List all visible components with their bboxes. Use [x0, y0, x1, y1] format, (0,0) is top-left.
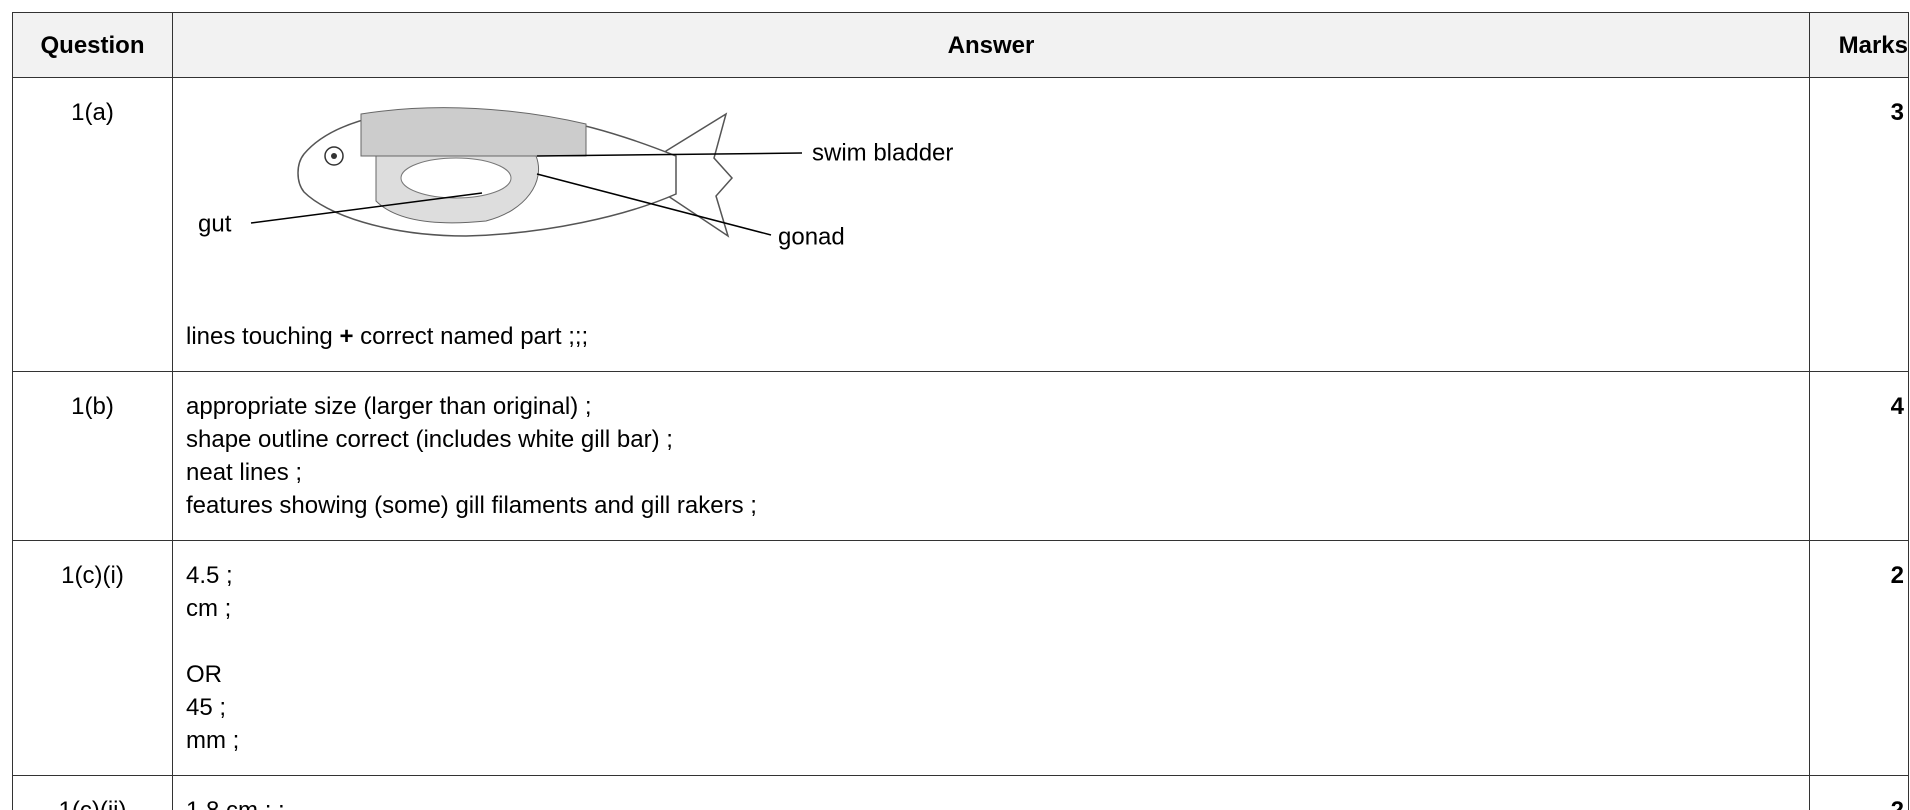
fish-diagram: swim bladder gut gonad: [198, 107, 953, 250]
answer-text: lines touching: [186, 323, 340, 350]
header-cell: Question: [12, 12, 173, 78]
answer-line: 45 ;: [186, 694, 227, 721]
label-line: [536, 173, 772, 236]
question-cell: 1(a): [12, 77, 173, 372]
marks-cell: 2: [1809, 775, 1909, 810]
answer-paragraph: 1.8 cm ; ;: [186, 794, 1796, 810]
answer-line: features showing (some) gill filaments a…: [186, 492, 757, 519]
diagram: swim bladder gut gonad: [186, 96, 1796, 320]
answer-paragraph: OR 45 ; mm ;: [186, 658, 1796, 757]
answer-line: 4.5 ;: [186, 562, 233, 589]
question-cell: 1(b): [12, 371, 173, 541]
header-cell: Answer: [172, 12, 1810, 78]
answer-line: mm ;: [186, 727, 240, 754]
answer-cell: swim bladder gut gonad lines touching + cor…: [172, 77, 1810, 372]
answer-text: correct named part ;;;: [353, 323, 589, 350]
table-row: 1(a) swim bladder gut gonad lines touching +…: [12, 77, 1909, 372]
answer-line: OR: [186, 661, 222, 688]
diagram-label: gonad: [778, 223, 845, 250]
fish-pupil: [331, 153, 337, 159]
question-cell: 1(c)(i): [12, 540, 173, 776]
answer-cell: 4.5 ; cm ; OR 45 ; mm ;: [172, 540, 1810, 776]
label-line: [250, 192, 483, 224]
swim-bladder-shape: [400, 157, 512, 199]
answer-paragraph: lines touching + correct named part ;;;: [186, 320, 1796, 353]
marks-cell: 3: [1809, 77, 1909, 372]
answer-line: neat lines ;: [186, 459, 303, 486]
mark-scheme-table: Question Answer Marks 1(a) swim bladder gu…: [12, 12, 1909, 810]
answer-line: appropriate size (larger than original) …: [186, 393, 592, 420]
answer-line: 1.8 cm ; ;: [186, 794, 1796, 810]
fish-tail: [665, 112, 734, 238]
answer-line: shape outline correct (includes white gi…: [186, 426, 673, 453]
table-body: 1(a) swim bladder gut gonad lines touching +…: [12, 77, 1909, 810]
answer-cell: 1.8 cm ; ;: [172, 775, 1810, 810]
diagram-label: swim bladder: [812, 139, 953, 166]
answer-paragraph: 4.5 ; cm ;: [186, 559, 1796, 625]
answer-cell: appropriate size (larger than original) …: [172, 371, 1810, 541]
label-line: [536, 152, 803, 157]
header-row: Question Answer Marks: [12, 12, 1909, 78]
table-row: 1(c)(ii) 1.8 cm ; ; 2: [12, 775, 1909, 810]
diagram-label: gut: [198, 210, 232, 237]
question-cell: 1(c)(ii): [12, 775, 173, 810]
answer-paragraph: appropriate size (larger than original) …: [186, 390, 1796, 522]
marks-cell: 4: [1809, 371, 1909, 541]
fish-muscle: [360, 107, 587, 157]
answer-line: lines touching + correct named part ;;;: [186, 320, 1796, 353]
table-row: 1(b) appropriate size (larger than origin…: [12, 371, 1909, 541]
header-cell: Marks: [1809, 12, 1909, 78]
answer-text: +: [339, 323, 354, 350]
answer-line: cm ;: [186, 595, 232, 622]
table-row: 1(c)(i) 4.5 ; cm ; OR 45 ; mm ; 2: [12, 540, 1909, 776]
marks-cell: 2: [1809, 540, 1909, 776]
